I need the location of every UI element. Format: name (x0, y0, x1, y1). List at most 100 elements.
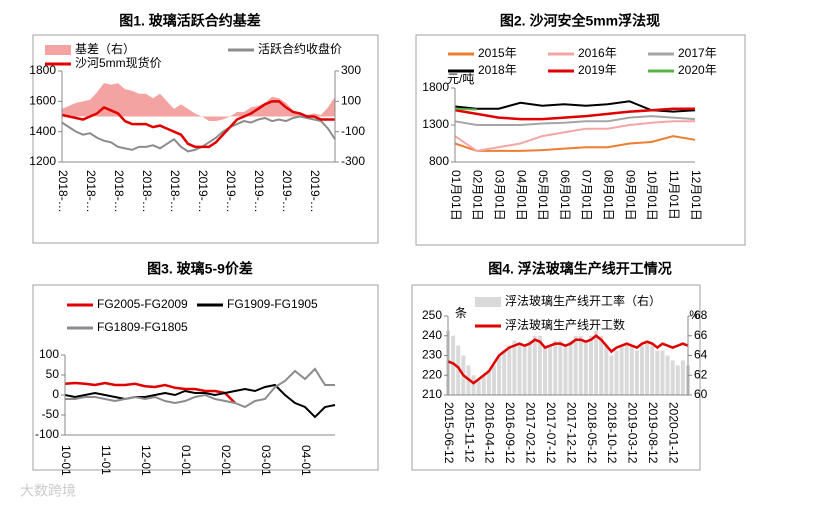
y-tick-label: 1600 (29, 94, 56, 108)
y2-tick-label: 300 (341, 63, 361, 77)
bar (670, 360, 675, 395)
bar (680, 360, 685, 395)
bar (451, 335, 456, 395)
x-tick-label: 2020-01-12 (667, 402, 681, 464)
legend-label: 2016年 (578, 46, 617, 60)
x-tick-label: 2019-… (196, 170, 210, 213)
x-tick-label: 2017-07-12 (544, 402, 558, 464)
bar (594, 330, 599, 395)
x-tick-label: 2018-… (84, 170, 98, 213)
x-tick-label: 2018-… (112, 170, 126, 213)
area (62, 83, 335, 122)
bar (486, 370, 491, 395)
x-tick-label: 12月01日 (689, 170, 703, 221)
bar (517, 345, 522, 395)
chart-title: 图1. 玻璃活跃合约基差 (119, 13, 261, 29)
x-tick-label: 2015-06-12 (442, 402, 456, 464)
x-tick-label: 2016-09-12 (503, 402, 517, 464)
line (454, 115, 696, 126)
bar (645, 340, 650, 395)
legend-label: 浮法玻璃生产线开工数 (505, 317, 625, 332)
line (64, 383, 336, 419)
y2-tick-label: 64 (694, 348, 708, 362)
y-tick-label: 240 (422, 328, 442, 342)
x-tick-label: 2015-11-12 (462, 402, 476, 463)
x-tick-label: 2018-… (168, 170, 182, 213)
y2-tick-label: 62 (694, 367, 708, 381)
y-tick-label: 1300 (422, 117, 449, 131)
x-tick-label: 10-01 (59, 445, 73, 476)
x-tick-label: 2018-10-12 (605, 402, 619, 464)
bar (624, 345, 629, 395)
y-tick-label: -50 (42, 407, 60, 421)
x-tick-label: 2019-08-12 (646, 402, 660, 464)
legend-label: 活跃合约收盘价 (258, 41, 342, 56)
legend-label: 2015年 (478, 46, 517, 60)
x-tick-label: 2018-… (56, 170, 70, 213)
y2-tick-label: 100 (341, 94, 361, 108)
chart-title: 图2. 沙河安全5mm浮法现 (500, 13, 660, 29)
bar (502, 350, 507, 395)
bar (456, 345, 461, 395)
y-tick-label: 1800 (29, 63, 56, 77)
x-tick-label: 2019-… (308, 170, 322, 213)
bar (568, 340, 573, 395)
legend-swatch (475, 297, 501, 307)
x-tick-label: 04月01日 (514, 170, 528, 221)
y2-tick-label: -100 (341, 124, 365, 138)
x-tick-label: 2019-… (252, 170, 266, 213)
bar (614, 350, 619, 395)
bar (553, 340, 558, 395)
x-tick-label: 09月01日 (623, 170, 637, 221)
x-tick-label: 01-01 (179, 445, 193, 476)
y-tick-label: 250 (422, 308, 442, 322)
y-tick-label: 100 (39, 347, 59, 361)
legend-label: 2019年 (578, 63, 617, 77)
bar (634, 350, 639, 395)
legend-label: FG1809-FG1805 (97, 320, 188, 334)
legend-label: 2017年 (678, 46, 717, 60)
line (454, 120, 695, 152)
y-tick-label: 800 (429, 154, 449, 168)
x-tick-label: 03-01 (259, 445, 273, 476)
x-tick-label: 2019-… (224, 170, 238, 213)
legend-label: 2018年 (478, 63, 517, 77)
line (64, 381, 236, 404)
watermark: 大数跨境 (20, 483, 76, 499)
bar (583, 340, 588, 395)
line (454, 135, 696, 152)
bar (665, 355, 670, 395)
x-tick-label: 2018-… (140, 170, 154, 213)
chart-frame (32, 34, 379, 244)
x-tick-label: 03月01日 (492, 170, 506, 221)
legend-swatch (45, 45, 71, 55)
bar (609, 355, 614, 395)
x-tick-label: 2017-12-12 (564, 402, 578, 464)
x-tick-label: 01月01日 (449, 170, 463, 221)
x-tick-label: 06月01日 (558, 170, 572, 221)
y2-tick-label: 66 (694, 328, 708, 342)
bar (548, 345, 553, 395)
bar (619, 345, 624, 395)
bar (491, 365, 496, 395)
line (454, 107, 477, 111)
bar (543, 345, 548, 395)
bar (471, 375, 476, 395)
bar (629, 345, 634, 395)
bar (527, 340, 532, 395)
bar (481, 375, 486, 395)
x-tick-label: 11月01日 (667, 170, 681, 220)
bar (599, 335, 604, 395)
line (61, 100, 335, 149)
y-tick-label: 230 (422, 348, 442, 362)
y-tick-label: 1400 (29, 124, 56, 138)
bar (507, 345, 512, 395)
bar (563, 345, 568, 395)
y2-tick-label: 60 (694, 387, 708, 401)
y-tick-label: 1200 (29, 154, 56, 168)
bar (650, 345, 655, 395)
y-axis-label: 元/吨 (447, 72, 474, 86)
x-tick-label: 2019-… (280, 170, 294, 213)
bar (537, 335, 542, 395)
